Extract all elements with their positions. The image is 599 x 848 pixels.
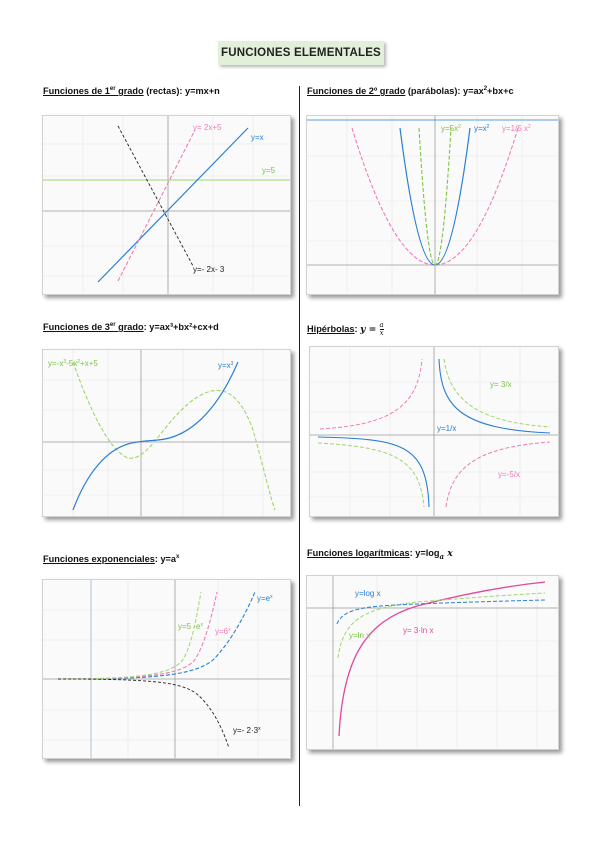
label-logaritmica-1: y=log x (355, 589, 381, 598)
label-parabola-1: y=5x2 (441, 124, 461, 133)
label-hiperbola-3: y=-5/x (498, 470, 520, 479)
graph-cubicas: y=-x3-5x2+x+5 y=x3 (42, 349, 291, 517)
label-hiperbola-2: y=1/x (437, 424, 456, 433)
heading-cubicas: Funciones de 3er grado: y=ax³+bx²+cx+d (43, 322, 219, 333)
label-exponencial-1: y=ex (257, 594, 273, 603)
graph-logaritmicas: y=log x y=ln x y= 3·ln x (306, 575, 559, 750)
label-lineal-3: y=5 (262, 166, 276, 175)
label-hiperbola-1: y= 3/x (490, 380, 512, 389)
label-parabola-2: y=x2 (474, 124, 490, 133)
label-lineal-2: y=x (251, 133, 264, 142)
label-logaritmica-3: y= 3·ln x (403, 626, 433, 635)
label-cubica-1: y=-x3-5x2+x+5 (48, 359, 98, 368)
heading-lineales: Funciones de 1er grado (rectas): y=mx+n (43, 86, 220, 97)
page-title: FUNCIONES ELEMENTALES (221, 47, 381, 59)
label-exponencial-4: y=- 2·3x (233, 726, 261, 735)
graph-parabolas: y=5x2 y=x2 y=1/5 x2 (306, 115, 559, 295)
label-cubica-2: y=x3 (218, 361, 234, 370)
graph-exponenciales: y=ex y=5 ·ex y=6x y=- 2·3x (42, 579, 291, 759)
page-title-box: FUNCIONES ELEMENTALES (218, 41, 384, 65)
label-logaritmica-2: y=ln x (349, 631, 370, 640)
label-lineal-4: y=- 2x- 3 (193, 265, 225, 274)
heading-exponenciales: Funciones exponenciales: y=ax (43, 554, 180, 565)
graph-hiperbolas: y= 3/x y=1/x y=-5/x (309, 346, 559, 517)
graph-lineales: y= 2x+5 y=x y=5 y=- 2x- 3 (42, 115, 291, 295)
column-divider (299, 86, 300, 806)
label-parabola-3: y=1/5 x2 (502, 124, 531, 133)
heading-parabolas: Funciones de 2º grado (parábolas): y=ax2… (307, 86, 514, 97)
label-lineal-1: y= 2x+5 (193, 123, 222, 132)
heading-logaritmicas: Funciones logarítmicas: y=loga x (307, 548, 453, 561)
label-exponencial-2: y=5 ·ex (178, 622, 203, 631)
label-exponencial-3: y=6x (215, 627, 231, 636)
